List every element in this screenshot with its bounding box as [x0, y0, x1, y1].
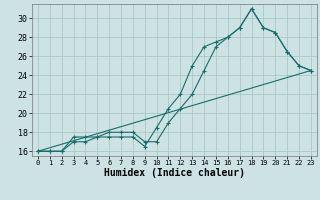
- X-axis label: Humidex (Indice chaleur): Humidex (Indice chaleur): [104, 168, 245, 178]
